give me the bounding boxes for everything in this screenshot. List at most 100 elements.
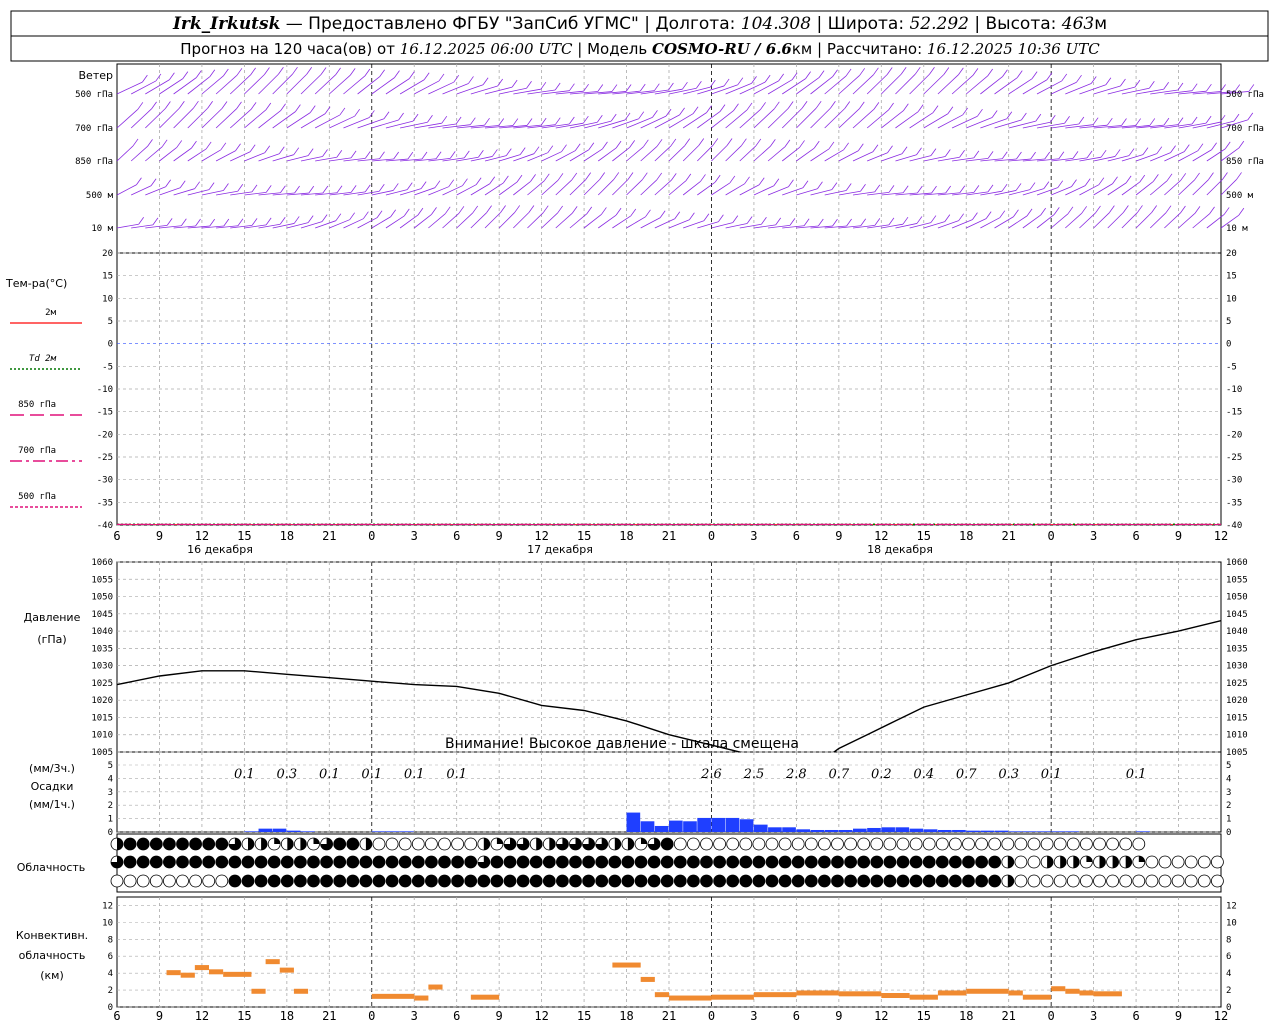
wind-barb-shaft xyxy=(654,180,672,196)
cloud-symbol-low xyxy=(1040,874,1054,888)
press-ytick: 1040 xyxy=(91,627,113,637)
wind-barb-feather xyxy=(503,175,509,184)
wind-barb-shaft xyxy=(824,75,847,95)
wind-barb-shaft xyxy=(711,222,733,229)
pressure-warning: Внимание! Высокое давление - шкала смеще… xyxy=(445,736,799,752)
hour-tick-label-bottom: 0 xyxy=(368,1009,375,1023)
temp-ytick: 0 xyxy=(108,340,113,350)
cloud-symbol-fill xyxy=(117,838,123,850)
wind-barb-feather xyxy=(561,144,567,152)
cloud-symbol-mid xyxy=(333,855,347,869)
cloud-symbol-fill xyxy=(477,856,490,868)
wind-barb-shaft xyxy=(258,192,281,196)
cloud-symbol-fill xyxy=(1125,856,1132,868)
cloud-symbol-fill xyxy=(1060,856,1067,868)
precip-bar xyxy=(838,829,853,832)
wind-barb-feather xyxy=(181,218,187,227)
wind-barb-feather xyxy=(407,151,414,160)
wind-barb-shaft xyxy=(1036,158,1059,162)
wind-barb-shaft xyxy=(867,152,888,162)
hour-tick-label-bottom: 9 xyxy=(496,1009,503,1023)
cloud-symbol-low xyxy=(189,874,203,888)
precip-bar xyxy=(683,821,697,832)
wind-barb-shaft xyxy=(597,179,615,196)
wind-level-label-right: 700 гПа xyxy=(1226,124,1264,134)
wind-barb-shaft xyxy=(216,190,238,196)
wind-barb-feather xyxy=(1081,206,1088,214)
wind-barb-shaft xyxy=(215,108,237,129)
wind-barb-shaft xyxy=(385,158,408,162)
precip-3h-amount: 2.5 xyxy=(743,767,765,782)
wind-barb-shaft xyxy=(187,225,210,229)
wind-barb-shaft xyxy=(329,191,352,196)
cloud-symbol-low xyxy=(1106,874,1119,888)
wind-barb-shaft xyxy=(499,87,527,95)
wind-barb-shaft xyxy=(1136,124,1164,129)
wind-barb-shaft xyxy=(414,122,442,129)
wind-barb-shaft xyxy=(413,214,432,229)
wind-barb-feather xyxy=(828,141,835,150)
wind-barb-shaft xyxy=(541,212,558,229)
press-ytick-right: 1030 xyxy=(1226,662,1248,672)
temp-ytick: 5 xyxy=(108,317,113,327)
wind-barb-shaft xyxy=(116,109,139,129)
press-ytick-right: 1005 xyxy=(1226,748,1248,758)
wind-barb-feather xyxy=(438,73,445,82)
wind-level-label-right: 850 гПа xyxy=(1226,157,1264,167)
wind-barb-feather xyxy=(1125,175,1132,184)
wind-barb-feather xyxy=(320,67,327,75)
wind-barb-shaft xyxy=(187,148,207,162)
precip-3h-amount: 0.7 xyxy=(829,767,850,782)
wind-barb-feather xyxy=(1211,142,1217,150)
conv-cloud-bar xyxy=(1022,994,1052,1000)
cloud-symbol-low xyxy=(1093,874,1106,888)
temp-ytick-right: -20 xyxy=(1226,430,1242,440)
precip-3h-amount: 0.3 xyxy=(277,767,298,782)
wind-barb-shaft xyxy=(654,218,675,229)
press-ytick-right: 1055 xyxy=(1226,575,1248,585)
cloud-symbol-high xyxy=(818,837,831,851)
wind-barb-shaft xyxy=(1022,121,1051,129)
cloud-symbol-low xyxy=(634,874,648,888)
wind-barb-shaft xyxy=(371,119,399,129)
wind-barb-shaft xyxy=(796,225,819,229)
wind-barb-shaft xyxy=(810,148,830,162)
hour-tick-label-bottom: 18 xyxy=(280,1009,294,1023)
cloud-symbol-low xyxy=(411,874,425,888)
wind-barb-shaft xyxy=(767,146,786,162)
cloud-symbol-fill xyxy=(614,838,621,850)
temp-ytick-right: -40 xyxy=(1226,521,1242,531)
wind-barb-shaft xyxy=(470,212,487,229)
wind-barb-feather xyxy=(958,67,964,76)
cloud-symbol-low xyxy=(621,874,635,888)
cloud-symbol-high xyxy=(438,837,451,851)
header-box-2 xyxy=(10,35,1269,62)
wind-barb-shaft xyxy=(739,145,757,162)
wind-barb-feather xyxy=(379,151,385,160)
wind-barb-shaft xyxy=(951,115,978,129)
cloud-symbol-low xyxy=(438,874,451,888)
wind-barb-feather xyxy=(1222,172,1228,180)
wind-barb-feather xyxy=(278,146,285,154)
hour-tick-label: 3 xyxy=(750,529,757,543)
wind-barb-shaft xyxy=(230,151,251,162)
wind-barb-feather xyxy=(625,84,632,92)
wind-barb-feather xyxy=(1078,116,1085,125)
wind-panel-title: Ветер xyxy=(79,69,113,82)
wind-barb-shaft xyxy=(385,189,408,196)
wind-barb-shaft xyxy=(1022,188,1045,196)
wind-barb-feather xyxy=(916,147,922,155)
wind-barb-shaft xyxy=(697,111,721,129)
cloud-symbol-low xyxy=(804,874,818,888)
temp-ytick: -10 xyxy=(97,385,113,395)
cloud-symbol-high xyxy=(673,837,687,851)
wind-barb-shaft xyxy=(1178,90,1207,95)
wind-barb-shaft xyxy=(272,154,294,162)
wind-barb-feather xyxy=(1029,182,1036,190)
wind-barb-shaft xyxy=(640,217,661,229)
conv-cloud-bar xyxy=(966,988,1009,994)
wind-barb-shaft xyxy=(895,73,916,95)
cloud-symbol-high xyxy=(922,837,936,851)
conv-cloud-bar xyxy=(1079,990,1094,996)
wind-barb-feather xyxy=(770,139,776,147)
